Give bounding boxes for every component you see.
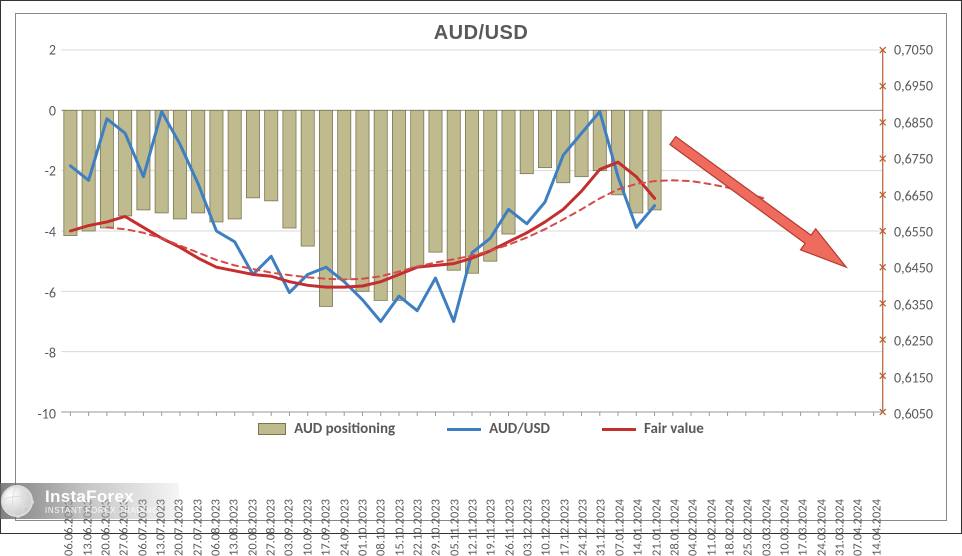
y-tick-right: 0,6750 (888, 151, 946, 168)
x-tick: 07.01.2024 (612, 499, 627, 556)
x-tick: 27.07.2023 (190, 499, 205, 556)
x-tick: 10.03.2024 (778, 499, 793, 556)
x-tick: 10.12.2023 (539, 499, 554, 556)
x-tick: 27.08.2023 (264, 499, 279, 556)
y-tick-right: 0,6850 (888, 114, 946, 131)
x-tick: 10.09.2023 (300, 499, 315, 556)
swatch-line-red-icon (602, 428, 636, 431)
x-tick: 19.11.2023 (484, 499, 499, 556)
y-tick-right: 0,6550 (888, 224, 946, 241)
y-tick-right: 0,6350 (888, 296, 946, 313)
legend: AUD positioning AUD/USD Fair value (16, 420, 946, 440)
x-tick: 31.12.2023 (594, 499, 609, 556)
legend-item-red: Fair value (602, 420, 704, 438)
y-tick-right: 0,6250 (888, 333, 946, 350)
watermark-tagline: INSTANT FOREX TRADING (45, 507, 159, 515)
x-tick: 12.11.2023 (466, 499, 481, 556)
chart-outer: AUD/USD 20-2-4-6-8-10 0,70500,69500,6850… (0, 0, 962, 534)
y-tick-left: 2 (16, 42, 56, 59)
x-tick: 24.12.2023 (576, 499, 591, 556)
x-tick: 15.10.2023 (392, 499, 407, 556)
y-tick-right: 0,6150 (888, 369, 946, 386)
x-tick: 24.09.2023 (337, 499, 352, 556)
y-tick-left: -8 (16, 345, 56, 362)
y-tick-left: 0 (16, 102, 56, 119)
y-tick-right: 0,7050 (888, 42, 946, 59)
x-tick: 22.10.2023 (410, 499, 425, 556)
watermark-badge: InstaForex INSTANT FOREX TRADING (0, 483, 179, 519)
y-tick-right: 0,6950 (888, 78, 946, 95)
x-tick: 04.02.2024 (686, 499, 701, 556)
chart-frame: AUD/USD 20-2-4-6-8-10 0,70500,69500,6850… (15, 13, 947, 521)
plot-area (60, 50, 884, 412)
x-tick: 14.01.2024 (631, 499, 646, 556)
x-tick: 24.03.2024 (814, 499, 829, 556)
legend-label-bars: AUD positioning (294, 420, 395, 438)
x-tick: 17.03.2024 (796, 499, 811, 556)
swatch-line-blue-icon (447, 428, 481, 431)
y-tick-left: -2 (16, 163, 56, 180)
x-tick: 03.03.2024 (759, 499, 774, 556)
legend-item-blue: AUD/USD (447, 420, 550, 438)
globe-icon (1, 485, 33, 517)
legend-label-blue: AUD/USD (489, 420, 550, 438)
x-tick: 28.01.2024 (667, 499, 682, 556)
x-tick: 18.02.2024 (722, 499, 737, 556)
x-tick: 26.11.2023 (502, 499, 517, 556)
x-tick: 25.02.2024 (741, 499, 756, 556)
x-tick: 07.04.2024 (851, 499, 866, 556)
x-tick: 08.10.2023 (374, 499, 389, 556)
chart-title: AUD/USD (16, 22, 946, 45)
x-tick: 03.12.2023 (521, 499, 536, 556)
legend-label-red: Fair value (644, 420, 704, 438)
y-tick-right: 0,6450 (888, 260, 946, 277)
y-tick-left: -6 (16, 284, 56, 301)
y-tick-left: -4 (16, 224, 56, 241)
x-tick: 01.10.2023 (355, 499, 370, 556)
swatch-bar-icon (258, 423, 286, 435)
x-tick: 17.12.2023 (557, 499, 572, 556)
x-tick: 21.01.2024 (649, 499, 664, 556)
x-tick: 13.08.2023 (227, 499, 242, 556)
x-tick: 17.09.2023 (319, 499, 334, 556)
watermark-brand: InstaForex (45, 487, 159, 507)
x-tick: 20.08.2023 (245, 499, 260, 556)
x-tick: 11.02.2024 (704, 499, 719, 556)
x-tick: 06.08.2023 (209, 499, 224, 556)
plot-svg (60, 50, 884, 412)
x-tick: 05.11.2023 (447, 499, 462, 556)
y-tick-right: 0,6650 (888, 187, 946, 204)
x-tick: 14.04.2024 (869, 499, 884, 556)
x-tick: 31.03.2024 (833, 499, 848, 556)
x-tick: 29.10.2023 (429, 499, 444, 556)
legend-item-bars: AUD positioning (258, 420, 395, 438)
x-tick: 03.09.2023 (282, 499, 297, 556)
